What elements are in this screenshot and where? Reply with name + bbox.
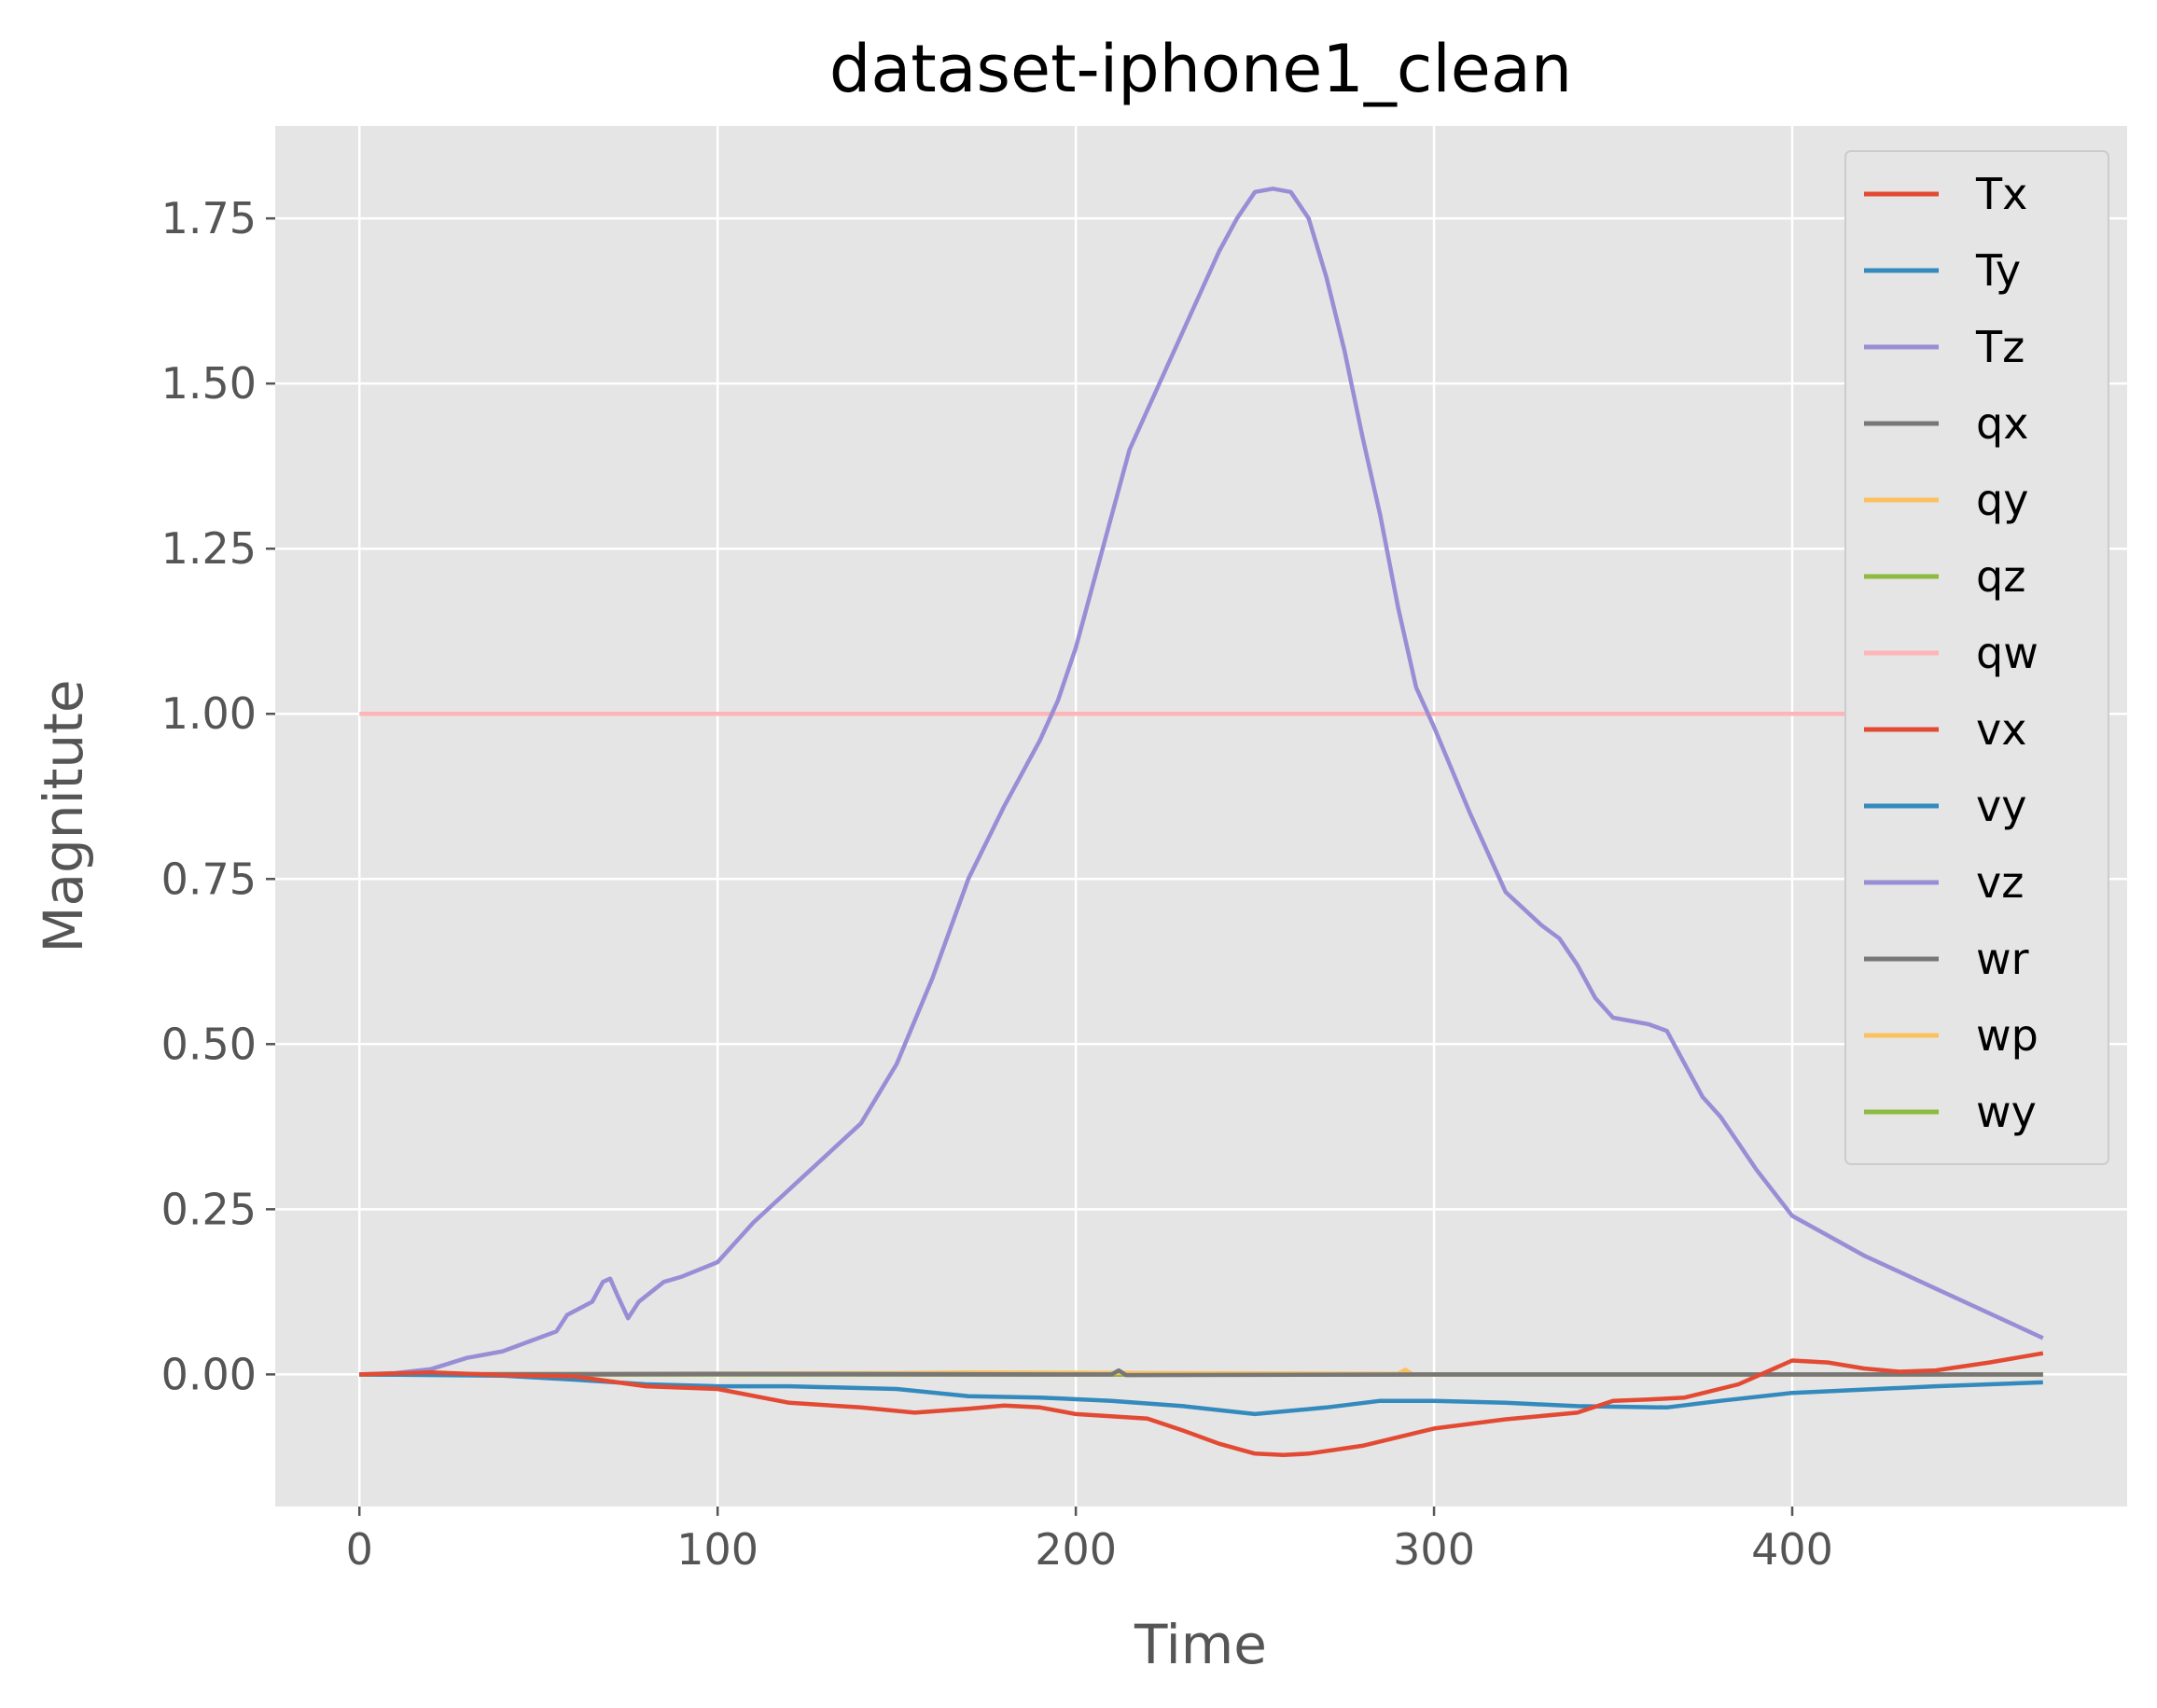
x-tick-label: 0 bbox=[346, 1524, 373, 1575]
y-tick-label: 0.50 bbox=[161, 1019, 257, 1069]
legend-label-wp: wp bbox=[1976, 1010, 2039, 1061]
series-layer bbox=[359, 187, 2044, 1458]
x-tick-label: 200 bbox=[1035, 1524, 1117, 1575]
legend: Tx Ty Tz qx qy qz qw vx vy vz wr wp wy bbox=[1844, 150, 2109, 1165]
legend-label-Tx: Tx bbox=[1975, 169, 2027, 219]
y-axis-label: Magnitute bbox=[32, 679, 95, 952]
ticks: 0 100 200 300 400 0.00 0.25 0.50 0.75 1.00 1.25 1.5… bbox=[161, 193, 1833, 1575]
legend-label-Tz: Tz bbox=[1975, 322, 2025, 372]
legend-label-qz: qz bbox=[1976, 551, 2025, 602]
legend-label-qx: qx bbox=[1976, 398, 2028, 449]
y-tick-label: 0.25 bbox=[161, 1184, 257, 1234]
legend-label-vy: vy bbox=[1976, 781, 2026, 831]
y-tick-label: 1.50 bbox=[161, 358, 257, 409]
y-tick-label: 0.75 bbox=[161, 854, 257, 904]
x-tick-label: 300 bbox=[1393, 1524, 1475, 1575]
series-line-Ty bbox=[359, 1372, 2043, 1417]
y-tick-label: 0.00 bbox=[161, 1349, 257, 1399]
legend-label-vx: vx bbox=[1976, 704, 2026, 755]
series-line-Tz bbox=[359, 187, 2044, 1377]
series-line-qx bbox=[359, 1368, 2043, 1378]
series-line-Tx bbox=[359, 1351, 2044, 1458]
y-tick-label: 1.25 bbox=[161, 523, 257, 574]
x-axis-label: Time bbox=[1134, 1613, 1267, 1676]
legend-label-qy: qy bbox=[1976, 475, 2028, 525]
legend-label-vz: vz bbox=[1976, 857, 2024, 908]
legend-box bbox=[1844, 150, 2109, 1165]
y-tick-label: 1.00 bbox=[161, 688, 257, 739]
legend-label-qw: qw bbox=[1976, 628, 2039, 678]
plot-area bbox=[275, 126, 2127, 1507]
legend-label-Ty: Ty bbox=[1975, 245, 2021, 296]
y-tick-label: 1.75 bbox=[161, 193, 257, 243]
legend-label-wy: wy bbox=[1976, 1087, 2037, 1137]
x-tick-label: 400 bbox=[1751, 1524, 1833, 1575]
x-tick-label: 100 bbox=[676, 1524, 758, 1575]
legend-label-wr: wr bbox=[1976, 934, 2029, 984]
chart-title: dataset-iphone1_clean bbox=[829, 31, 1572, 107]
